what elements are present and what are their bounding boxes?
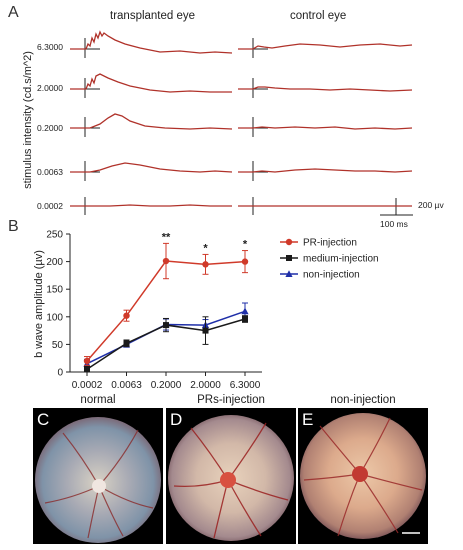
x-tick-label: 0.2000: [151, 380, 182, 391]
data-point: [83, 357, 91, 365]
panel-d-letter: D: [170, 410, 183, 429]
series-medium-injection: [84, 315, 248, 373]
y-tick-label: 250: [46, 230, 63, 241]
x-tick-label: 6.3000: [230, 380, 261, 391]
data-point: [285, 238, 293, 246]
panel-e-title: non-injection: [330, 394, 396, 406]
significance-marker: *: [243, 239, 248, 251]
erg-traces: [70, 30, 413, 216]
y-tick-label: 150: [46, 285, 63, 296]
fundus-image-prs-injection: D: [166, 408, 296, 544]
data-point: [202, 261, 209, 268]
scale-voltage-label: 200 µv: [418, 200, 444, 210]
scale-time-label: 100 ms: [380, 219, 408, 229]
data-point: [285, 270, 293, 277]
legend-label: PR-injection: [303, 238, 357, 249]
control-eye-title: control eye: [290, 10, 347, 22]
data-point: [162, 257, 170, 265]
y-tick-label: 50: [52, 340, 64, 351]
intensity-label: 2.0000: [37, 83, 63, 93]
data-point: [242, 316, 248, 323]
data-point: [84, 366, 90, 373]
y-tick-label: 0: [57, 368, 63, 379]
panel-a-letter: A: [8, 4, 19, 21]
data-point: [163, 322, 169, 329]
legend-label: non-injection: [303, 270, 360, 281]
y-tick-label: 100: [46, 312, 63, 323]
x-tick-label: 0.0002: [72, 380, 103, 391]
data-point: [202, 327, 209, 334]
y-tick-label: 200: [46, 257, 63, 268]
significance-marker: **: [162, 231, 171, 243]
series-PR-injection: [83, 242, 249, 366]
intensity-label: 6.3000: [37, 42, 63, 52]
panel-c-title: normal: [80, 394, 116, 406]
significance-marker: *: [203, 242, 208, 254]
fundus-image-non-injection: E: [298, 408, 428, 544]
intensity-label: 0.0002: [37, 201, 63, 211]
fundus-image-normal: C: [33, 408, 163, 544]
panel-c-letter: C: [37, 410, 50, 429]
intensity-label: 0.0063: [37, 167, 63, 177]
transplanted-eye-title: transplanted eye: [110, 10, 196, 22]
panel-e-letter: E: [302, 410, 314, 429]
panel-d-title: PRs-injection: [197, 394, 265, 406]
b-wave-chart: 0 50 100 150 200 250 0.0002 0.0063 0.2000 2.0000…: [46, 230, 379, 392]
panel-b-letter: B: [8, 218, 19, 235]
data-point: [123, 340, 130, 347]
x-tick-label: 2.0000: [190, 380, 221, 391]
intensity-label: 0.2000: [37, 123, 63, 133]
legend-label: medium-injection: [303, 254, 379, 265]
data-point: [241, 307, 249, 315]
data-point: [286, 255, 292, 261]
data-point: [241, 258, 249, 265]
x-tick-label: 0.0063: [111, 380, 142, 391]
data-point: [123, 312, 130, 319]
